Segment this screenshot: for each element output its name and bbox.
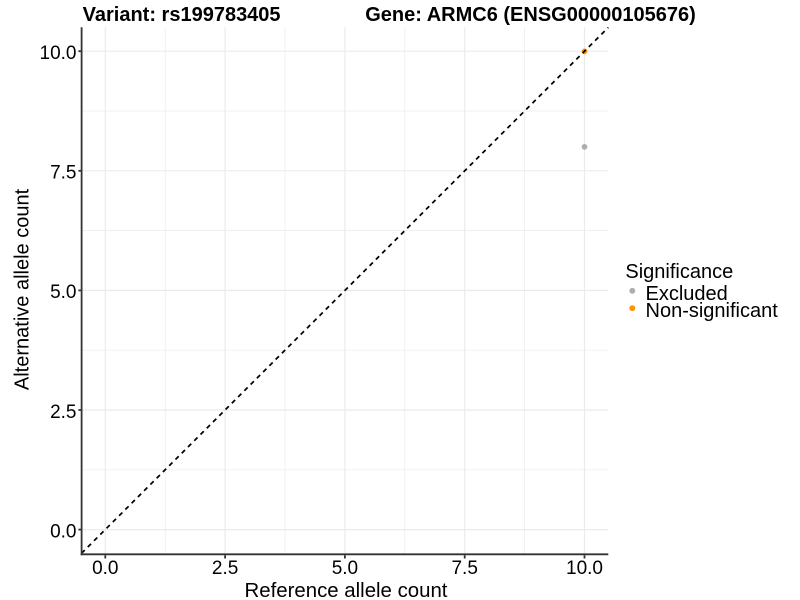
svg-text:Non-significant: Non-significant <box>646 300 779 322</box>
svg-text:10.0: 10.0 <box>566 558 603 579</box>
svg-text:0.0: 0.0 <box>92 558 118 579</box>
svg-text:5.0: 5.0 <box>50 282 76 303</box>
svg-text:2.5: 2.5 <box>212 558 238 579</box>
svg-text:2.5: 2.5 <box>50 402 76 423</box>
svg-text:5.0: 5.0 <box>332 558 358 579</box>
svg-text:7.5: 7.5 <box>451 558 477 579</box>
svg-text:Alternative allele count: Alternative allele count <box>12 188 34 390</box>
svg-text:Gene: ARMC6 (ENSG00000105676): Gene: ARMC6 (ENSG00000105676) <box>365 4 696 26</box>
svg-text:Reference allele count: Reference allele count <box>245 580 448 600</box>
svg-text:7.5: 7.5 <box>50 163 76 184</box>
svg-text:0.0: 0.0 <box>50 521 76 542</box>
svg-text:Excluded: Excluded <box>646 283 728 305</box>
svg-text:10.0: 10.0 <box>40 43 77 64</box>
svg-text:Variant: rs199783405: Variant: rs199783405 <box>83 4 281 26</box>
svg-text:Significance: Significance <box>625 261 733 283</box>
